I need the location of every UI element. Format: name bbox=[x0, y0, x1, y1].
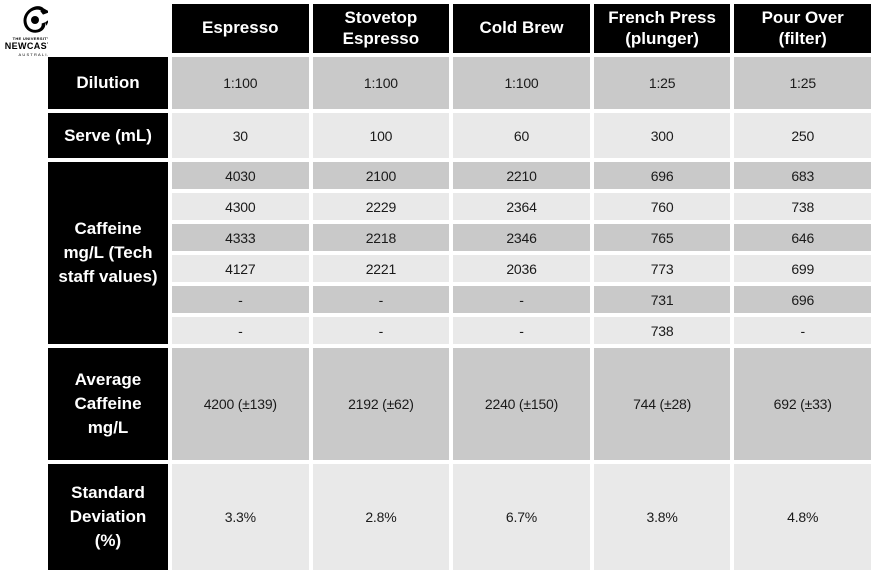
seahorse-icon bbox=[23, 6, 51, 33]
cell-caffeine-r1-stovetop: 2100 bbox=[312, 162, 450, 189]
cell-caffeine-r4-espresso: 4127 bbox=[172, 255, 309, 282]
cell-caffeine-r4-coldbrew: 2036 bbox=[453, 255, 590, 282]
column-header-french-press: French Press (plunger) bbox=[593, 4, 731, 53]
cell-caffeine-r6-stovetop: - bbox=[312, 317, 450, 344]
cell-serve-pourover: 250 bbox=[734, 113, 871, 158]
cell-caffeine-r1-frenchpress: 696 bbox=[593, 162, 731, 189]
row-label-serve: Serve (mL) bbox=[48, 113, 168, 158]
cell-caffeine-r4-pourover: 699 bbox=[734, 255, 871, 282]
cell-caffeine-r6-frenchpress: 738 bbox=[593, 317, 731, 344]
column-header-stovetop-espresso: Stovetop Espresso bbox=[312, 4, 450, 53]
cell-caffeine-r3-pourover: 646 bbox=[734, 224, 871, 251]
cell-average-frenchpress: 744 (±28) bbox=[593, 348, 731, 460]
logo-text-university-of: THE UNIVERSITY OF bbox=[12, 36, 58, 41]
logo-text-newcastle: NEWCASTLE bbox=[4, 40, 66, 51]
cell-caffeine-r1-coldbrew: 2210 bbox=[453, 162, 590, 189]
cell-caffeine-r6-pourover: - bbox=[734, 317, 871, 344]
cell-caffeine-r1-espresso: 4030 bbox=[172, 162, 309, 189]
cell-caffeine-r2-coldbrew: 2364 bbox=[453, 193, 590, 220]
cell-serve-stovetop: 100 bbox=[312, 113, 450, 158]
cell-caffeine-r6-espresso: - bbox=[172, 317, 309, 344]
cell-serve-frenchpress: 300 bbox=[593, 113, 731, 158]
caffeine-table: Espresso Stovetop Espresso Cold Brew Fre… bbox=[48, 4, 871, 570]
cell-caffeine-r2-espresso: 4300 bbox=[172, 193, 309, 220]
cell-dilution-coldbrew: 1:100 bbox=[453, 57, 590, 109]
cell-stddev-stovetop: 2.8% bbox=[312, 464, 450, 570]
cell-caffeine-r2-stovetop: 2229 bbox=[312, 193, 450, 220]
cell-caffeine-r2-frenchpress: 760 bbox=[593, 193, 731, 220]
cell-stddev-coldbrew: 6.7% bbox=[453, 464, 590, 570]
cell-average-stovetop: 2192 (±62) bbox=[312, 348, 450, 460]
cell-caffeine-r4-frenchpress: 773 bbox=[593, 255, 731, 282]
cell-stddev-pourover: 4.8% bbox=[734, 464, 871, 570]
row-label-standard-deviation: Standard Deviation (%) bbox=[48, 464, 168, 570]
row-label-caffeine-values: Caffeine mg/L (Tech staff values) bbox=[48, 162, 168, 344]
cell-dilution-frenchpress: 1:25 bbox=[593, 57, 731, 109]
cell-caffeine-r5-stovetop: - bbox=[312, 286, 450, 313]
cell-stddev-frenchpress: 3.8% bbox=[593, 464, 731, 570]
cell-caffeine-r5-coldbrew: - bbox=[453, 286, 590, 313]
cell-caffeine-r3-coldbrew: 2346 bbox=[453, 224, 590, 251]
cell-dilution-stovetop: 1:100 bbox=[312, 57, 450, 109]
university-logo: THE UNIVERSITY OF NEWCASTLE AUSTRALIA bbox=[3, 4, 67, 57]
cell-serve-espresso: 30 bbox=[172, 113, 309, 158]
cell-average-espresso: 4200 (±139) bbox=[172, 348, 309, 460]
cell-caffeine-r3-stovetop: 2218 bbox=[312, 224, 450, 251]
cell-average-pourover: 692 (±33) bbox=[734, 348, 871, 460]
column-header-espresso: Espresso bbox=[172, 4, 309, 53]
row-label-dilution: Dilution bbox=[48, 57, 168, 109]
cell-caffeine-r5-frenchpress: 731 bbox=[593, 286, 731, 313]
cell-dilution-pourover: 1:25 bbox=[734, 57, 871, 109]
cell-caffeine-r5-espresso: - bbox=[172, 286, 309, 313]
column-header-pour-over: Pour Over (filter) bbox=[734, 4, 871, 53]
cell-serve-coldbrew: 60 bbox=[453, 113, 590, 158]
cell-caffeine-r4-stovetop: 2221 bbox=[312, 255, 450, 282]
cell-caffeine-r6-coldbrew: - bbox=[453, 317, 590, 344]
cell-caffeine-r2-pourover: 738 bbox=[734, 193, 871, 220]
cell-caffeine-r1-pourover: 683 bbox=[734, 162, 871, 189]
cell-caffeine-r5-pourover: 696 bbox=[734, 286, 871, 313]
cell-caffeine-r3-espresso: 4333 bbox=[172, 224, 309, 251]
cell-average-coldbrew: 2240 (±150) bbox=[453, 348, 590, 460]
column-header-cold-brew: Cold Brew bbox=[453, 4, 590, 53]
cell-caffeine-r3-frenchpress: 765 bbox=[593, 224, 731, 251]
logo-text-australia: AUSTRALIA bbox=[18, 51, 52, 57]
cell-dilution-espresso: 1:100 bbox=[172, 57, 309, 109]
row-label-average-caffeine: Average Caffeine mg/L bbox=[48, 348, 168, 460]
cell-stddev-espresso: 3.3% bbox=[172, 464, 309, 570]
